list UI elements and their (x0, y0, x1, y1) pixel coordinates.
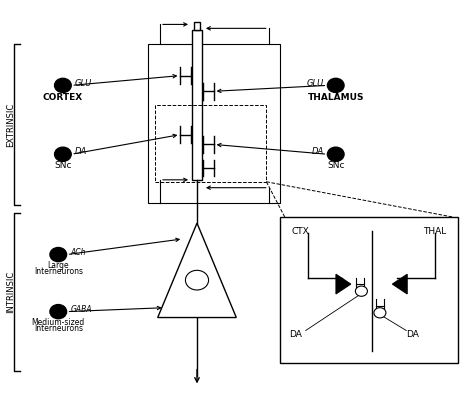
Circle shape (328, 78, 344, 93)
Text: Large: Large (47, 261, 69, 270)
Bar (155, 105, 266, 182)
Circle shape (355, 286, 367, 296)
Text: Interneurons: Interneurons (34, 267, 83, 276)
Text: THAL: THAL (424, 227, 447, 236)
Text: DA: DA (406, 330, 419, 339)
Text: GLU: GLU (75, 79, 92, 87)
Bar (280, 217, 458, 363)
Text: DA: DA (75, 147, 87, 156)
Circle shape (50, 304, 66, 319)
Text: DA: DA (312, 147, 324, 156)
Text: INTRINSIC: INTRINSIC (6, 271, 15, 313)
Circle shape (328, 147, 344, 161)
Circle shape (55, 78, 71, 93)
Bar (148, 44, 280, 203)
Circle shape (50, 247, 66, 262)
Text: Interneurons: Interneurons (34, 324, 83, 333)
Text: GLU: GLU (307, 79, 324, 87)
Text: Medium-sized: Medium-sized (32, 318, 85, 327)
Circle shape (374, 308, 386, 318)
Bar (194, 22, 200, 30)
Bar (192, 30, 202, 180)
Polygon shape (158, 223, 236, 318)
Circle shape (55, 147, 71, 161)
Polygon shape (336, 274, 351, 294)
Circle shape (185, 270, 209, 290)
Text: CORTEX: CORTEX (43, 93, 83, 103)
Text: GABA: GABA (70, 305, 92, 314)
Text: ACh: ACh (70, 248, 86, 257)
Polygon shape (392, 274, 407, 294)
Text: SNc: SNc (327, 161, 344, 170)
Text: SNc: SNc (54, 161, 72, 170)
Text: EXTRINSIC: EXTRINSIC (6, 103, 15, 147)
Text: DA: DA (290, 330, 302, 339)
Text: THALAMUS: THALAMUS (307, 93, 364, 103)
Text: CTX: CTX (292, 227, 309, 236)
